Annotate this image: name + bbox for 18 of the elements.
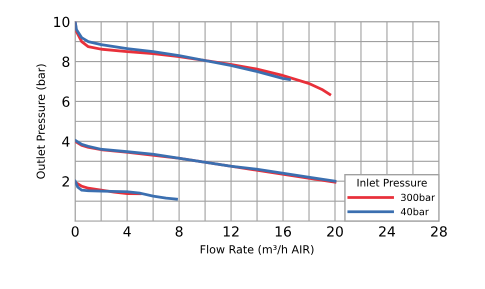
x-tick-label: 28 [431, 226, 447, 237]
x-tick-label: 16 [276, 226, 291, 237]
x-tick-label: 12 [224, 226, 239, 236]
legend-label: 300bar [401, 194, 436, 202]
y-tick-label: 4 [62, 136, 70, 147]
y-tick-label: 6 [62, 96, 70, 107]
x-tick-label: 24 [379, 226, 396, 236]
x-tick-label: 8 [176, 226, 183, 237]
y-axis-title: Outlet Pressure (bar) [36, 64, 46, 179]
y-tick-label: 2 [62, 176, 69, 186]
legend-title: Inlet Pressure [358, 178, 427, 187]
legend-label: 40bar [400, 208, 429, 216]
x-tick-label: 0 [72, 226, 79, 237]
y-tick-label: 10 [54, 16, 70, 28]
x-tick-label: 20 [327, 226, 343, 237]
x-tick-label: 4 [123, 226, 131, 236]
x-axis-title: Flow Rate (m³/h AIR) [200, 244, 314, 255]
y-tick-label: 8 [62, 56, 70, 68]
